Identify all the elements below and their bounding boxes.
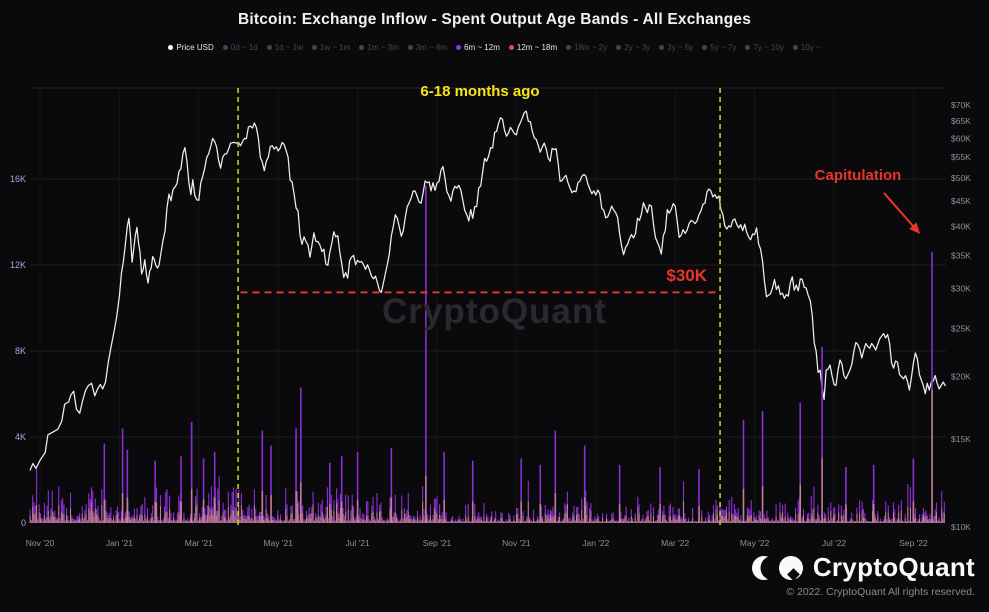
- legend-dot-icon: [745, 45, 751, 50]
- legend: Price USD 0d ~ 1d 1d ~ 1w 1w ~ 1m 1m ~ 3m 3m …: [0, 43, 989, 52]
- svg-text:8K: 8K: [15, 346, 26, 356]
- svg-text:Jul '21: Jul '21: [345, 538, 370, 548]
- price-line: [29, 110, 946, 471]
- legend-item-label: 6m ~ 12m: [464, 43, 500, 52]
- legend-item-label: 1m ~ 3m: [367, 43, 399, 52]
- legend-item-7y-10y[interactable]: 7y ~ 10y: [745, 43, 784, 52]
- legend-item-1d-1w[interactable]: 1d ~ 1w: [266, 43, 303, 52]
- svg-text:Nov '21: Nov '21: [502, 538, 531, 548]
- legend-item-label: 12m ~ 18m: [516, 43, 558, 52]
- reference-lines: [237, 88, 721, 528]
- svg-text:$55K: $55K: [951, 152, 971, 162]
- legend-dot-icon: [792, 45, 798, 50]
- svg-text:4K: 4K: [15, 432, 26, 442]
- svg-text:$30K: $30K: [951, 284, 971, 294]
- legend-item-2y-3y[interactable]: 2y ~ 3y: [616, 43, 650, 52]
- price-level-annotation: $30K: [666, 266, 707, 285]
- svg-text:Jul '22: Jul '22: [822, 538, 847, 548]
- svg-text:$70K: $70K: [951, 100, 971, 110]
- legend-dot-icon: [359, 45, 365, 50]
- legend-item-10y-[interactable]: 10y ~: [792, 43, 821, 52]
- svg-text:Mar '22: Mar '22: [661, 538, 689, 548]
- legend-item-12m-18m[interactable]: 12m ~ 18m: [508, 43, 558, 52]
- brand-row[interactable]: CryptoQuant: [751, 552, 975, 583]
- legend-dot-icon: [222, 45, 228, 50]
- legend-dot-icon: [407, 45, 413, 50]
- legend-item-1m-3m[interactable]: 1m ~ 3m: [359, 43, 399, 52]
- legend-item-6m-12m[interactable]: 6m ~ 12m: [456, 43, 500, 52]
- svg-text:$20K: $20K: [951, 372, 971, 382]
- svg-text:$50K: $50K: [951, 173, 971, 183]
- svg-text:$35K: $35K: [951, 250, 971, 260]
- svg-text:$45K: $45K: [951, 196, 971, 206]
- page-title: Bitcoin: Exchange Inflow - Spent Output …: [237, 11, 752, 28]
- brand-name: CryptoQuant: [812, 552, 975, 582]
- legend-item-3m-6m[interactable]: 3m ~ 6m: [407, 43, 448, 52]
- legend-dot-icon: [311, 45, 317, 50]
- legend-item-label: 1d ~ 1w: [274, 43, 303, 52]
- age-band-annotation: 6-18 months ago: [420, 83, 540, 100]
- legend-item-price-usd[interactable]: Price USD: [168, 43, 214, 52]
- svg-text:Jan '22: Jan '22: [582, 538, 609, 548]
- legend-item-label: 2y ~ 3y: [624, 43, 651, 52]
- left-axis-labels: 16K 12K 8K 4K 0: [10, 174, 26, 528]
- legend-item-1w-1m[interactable]: 1w ~ 1m: [311, 43, 351, 52]
- legend-item-label: 3m ~ 6m: [415, 43, 448, 52]
- svg-text:16K: 16K: [10, 174, 26, 184]
- legend-dot-icon: [659, 45, 665, 50]
- legend-item-0d-1d[interactable]: 0d ~ 1d: [222, 43, 258, 52]
- gridlines: [30, 87, 946, 523]
- legend-item-label: Price USD: [176, 43, 214, 52]
- legend-item-label: 3y ~ 5y: [667, 43, 694, 52]
- legend-dot-icon: [456, 45, 462, 50]
- svg-text:Jan '21: Jan '21: [106, 538, 133, 548]
- svg-text:Sep '21: Sep '21: [423, 538, 452, 548]
- legend-dot-icon: [508, 45, 514, 50]
- legend-dot-icon: [616, 45, 622, 50]
- svg-text:Nov '20: Nov '20: [26, 538, 55, 548]
- cryptoquant-logo-icon: [751, 555, 803, 581]
- svg-text:0: 0: [21, 518, 26, 528]
- copyright: © 2022. CryptoQuant All rights reserved.: [786, 586, 975, 598]
- inflow-spikes: [103, 185, 933, 523]
- svg-text:12K: 12K: [10, 260, 26, 270]
- capitulation-arrow-icon: [883, 192, 920, 234]
- watermark: CryptoQuant: [382, 292, 607, 331]
- right-axis-labels: $70K $65K $60K $55K $50K $45K $40K $35K $30K $25K…: [951, 100, 971, 532]
- legend-dot-icon: [566, 45, 572, 50]
- svg-text:May '22: May '22: [740, 538, 770, 548]
- legend-dot-icon: [168, 45, 174, 50]
- legend-dot-icon: [702, 45, 708, 50]
- legend-item-label: 10y ~: [800, 43, 821, 52]
- x-axis-labels: Nov '20 Jan '21 Mar '21 May '21 Jul '21 Sep '…: [26, 538, 928, 548]
- svg-text:$65K: $65K: [951, 116, 971, 126]
- legend-item-18m-2y[interactable]: 18m ~ 2y: [566, 43, 607, 52]
- footer: CryptoQuant © 2022. CryptoQuant All righ…: [751, 552, 975, 598]
- legend-item-label: 5y ~ 7y: [710, 43, 737, 52]
- svg-text:Sep '22: Sep '22: [899, 538, 928, 548]
- legend-item-3y-5y[interactable]: 3y ~ 5y: [659, 43, 693, 52]
- svg-text:Mar '21: Mar '21: [185, 538, 213, 548]
- svg-text:$25K: $25K: [951, 323, 971, 333]
- legend-item-label: 0d ~ 1d: [230, 43, 258, 52]
- svg-text:$10K: $10K: [951, 522, 971, 532]
- legend-item-label: 18m ~ 2y: [574, 43, 608, 52]
- legend-item-label: 7y ~ 10y: [753, 43, 784, 52]
- svg-text:$40K: $40K: [951, 221, 971, 231]
- capitulation-annotation: Capitulation: [814, 167, 902, 184]
- legend-dot-icon: [266, 45, 272, 50]
- inflow-bars: [29, 468, 945, 523]
- legend-item-label: 1w ~ 1m: [319, 43, 351, 52]
- svg-text:$15K: $15K: [951, 434, 971, 444]
- svg-text:May '21: May '21: [263, 538, 293, 548]
- legend-item-5y-7y[interactable]: 5y ~ 7y: [702, 43, 736, 52]
- svg-text:$60K: $60K: [951, 133, 971, 143]
